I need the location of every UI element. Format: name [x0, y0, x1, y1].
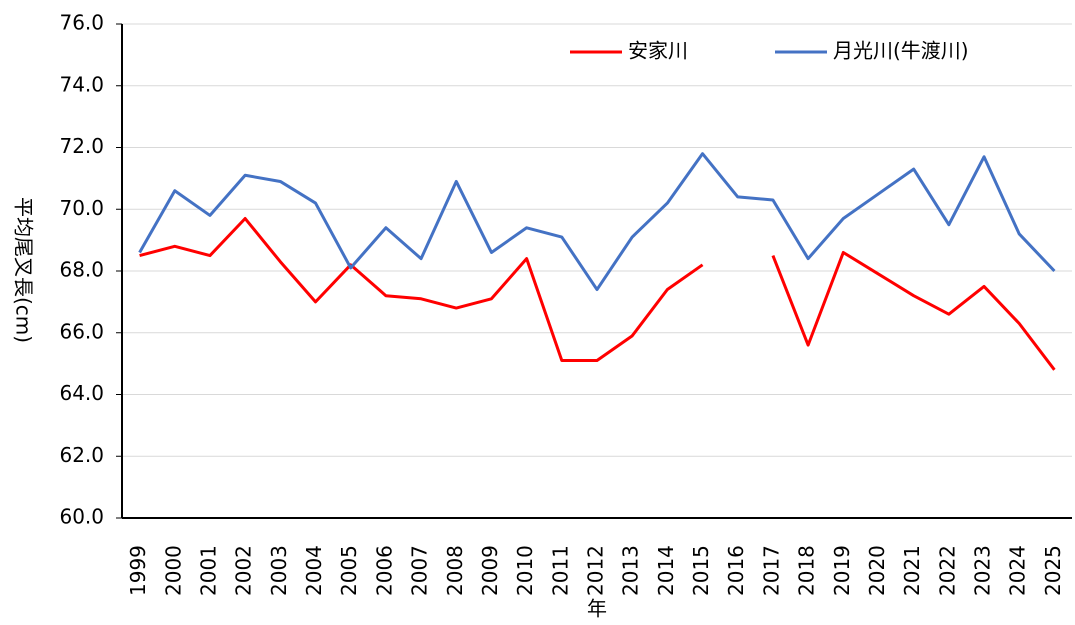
y-axis-title: 平均尾叉長(cm)	[12, 197, 36, 343]
x-axis-title: 年	[587, 597, 607, 621]
x-tick-label: 2014	[654, 545, 678, 596]
series-line	[138, 152, 1056, 292]
x-tick-label: 2013	[619, 545, 643, 596]
series-line	[139, 217, 704, 363]
legend-label: 安家川	[628, 39, 688, 63]
y-tick-label: 70.0	[59, 196, 104, 220]
y-tick-label: 60.0	[59, 505, 104, 529]
y-tick-label: 74.0	[59, 72, 104, 96]
legend-label: 月光川(牛渡川)	[833, 39, 969, 63]
x-tick-label: 2021	[900, 545, 924, 596]
y-tick-label: 66.0	[59, 319, 104, 343]
series-line	[771, 250, 1056, 371]
x-tick-label: 2012	[584, 545, 608, 596]
x-tick-label: 2025	[1041, 545, 1065, 596]
y-tick-label: 64.0	[59, 381, 104, 405]
x-tick-label: 2004	[302, 545, 326, 596]
x-tick-label: 2015	[689, 545, 713, 596]
x-tick-label: 1999	[126, 545, 150, 596]
x-tick-label: 2005	[337, 545, 361, 596]
x-tick-label: 2011	[548, 545, 572, 596]
x-tick-label: 2024	[1006, 545, 1030, 596]
x-tick-label: 2023	[971, 545, 995, 596]
y-tick-label: 62.0	[59, 443, 104, 467]
x-tick-label: 2019	[830, 545, 854, 596]
x-tick-label: 2018	[795, 545, 819, 596]
x-tick-label: 2020	[865, 545, 889, 596]
x-tick-label: 2009	[478, 545, 502, 596]
x-tick-label: 2002	[232, 545, 256, 596]
x-tick-label: 2003	[267, 545, 291, 596]
y-tick-label: 76.0	[59, 11, 104, 35]
x-tick-label: 2007	[408, 545, 432, 596]
x-tick-label: 2016	[724, 545, 748, 596]
x-tick-label: 2010	[513, 545, 537, 596]
y-tick-label: 72.0	[59, 134, 104, 158]
x-tick-label: 2022	[935, 545, 959, 596]
y-tick-label: 68.0	[59, 258, 104, 282]
x-tick-label: 2001	[196, 545, 220, 596]
x-tick-label: 2017	[759, 545, 783, 596]
x-tick-label: 2006	[372, 545, 396, 596]
x-tick-label: 2008	[443, 545, 467, 596]
x-tick-label: 2000	[161, 545, 185, 596]
